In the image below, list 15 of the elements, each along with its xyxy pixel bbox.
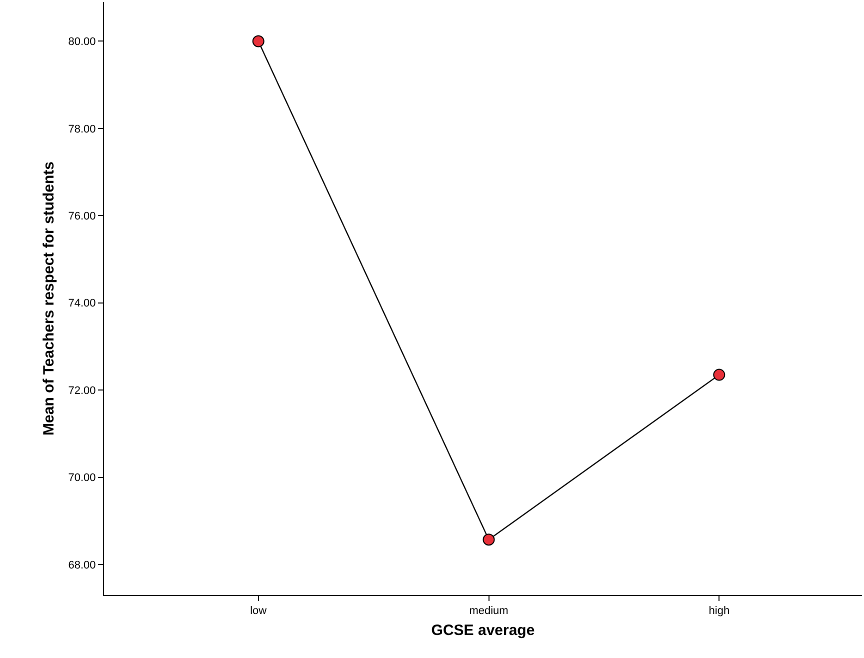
x-axis-title: GCSE average — [431, 622, 535, 640]
y-tick-label: 68.00 — [68, 559, 96, 572]
point — [482, 534, 495, 546]
y-tick-label: 78.00 — [68, 123, 96, 136]
y-tick-label: 74.00 — [68, 298, 96, 310]
x-tick-label: low — [250, 605, 267, 618]
y-axis-title: Mean of Teachers respect for students — [40, 162, 58, 436]
y-tick-label: 72.00 — [68, 384, 96, 397]
y-tick-label: 76.00 — [68, 210, 96, 222]
y-tick-label: 70.00 — [68, 472, 96, 484]
x-tick-label: medium — [469, 605, 508, 618]
point — [252, 35, 264, 48]
x-tick-label: high — [708, 605, 730, 618]
point — [713, 368, 726, 381]
y-tick-label: 80.00 — [68, 36, 96, 48]
